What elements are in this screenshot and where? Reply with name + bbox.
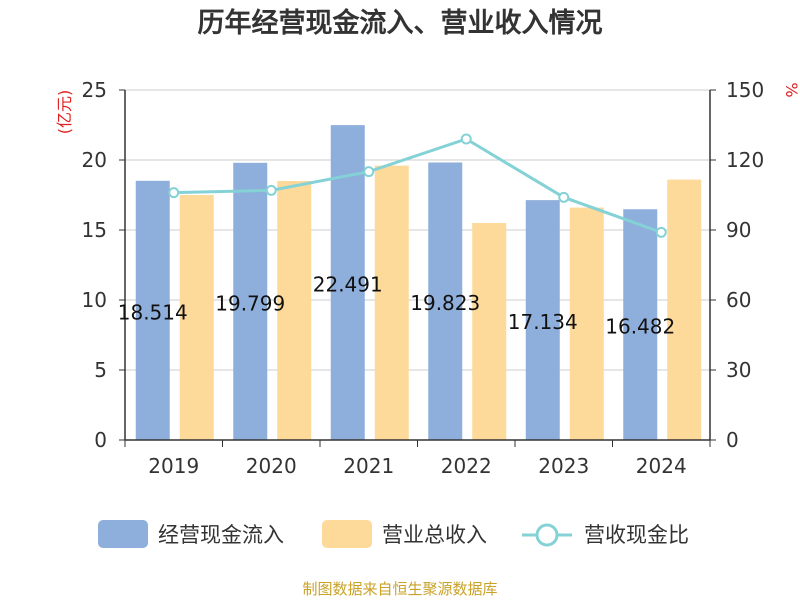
right-tick-label: 120 — [726, 148, 764, 172]
x-tick-label: 2022 — [441, 454, 492, 478]
right-tick-label: 60 — [726, 288, 751, 312]
bar-cash-inflow — [428, 162, 463, 440]
data-label-cash-inflow: 16.482 — [605, 315, 675, 339]
right-tick-label: 30 — [726, 358, 751, 382]
left-tick-label: 10 — [82, 288, 107, 312]
x-tick-label: 2020 — [246, 454, 297, 478]
ratio-point — [168, 187, 180, 199]
right-tick-label: 150 — [726, 78, 764, 102]
ratio-point — [363, 166, 375, 178]
ratio-line — [168, 133, 667, 238]
ratio-point — [265, 184, 277, 196]
right-axis-unit: % — [782, 82, 800, 97]
legend-marker-ratio — [535, 523, 559, 547]
bar-cash-inflow — [623, 209, 658, 440]
left-tick-label: 25 — [82, 78, 107, 102]
data-label-cash-inflow: 17.134 — [508, 310, 578, 334]
legend-label-revenue: 营业总收入 — [382, 523, 487, 547]
bar-cash-inflow — [135, 180, 170, 440]
bar-revenue — [374, 165, 409, 440]
data-labels: 18.514 19.799 22.491 19.823 17.134 16.482 — [118, 273, 675, 339]
bars — [135, 125, 702, 440]
x-tick-label: 2024 — [636, 454, 687, 478]
ratio-point — [460, 133, 472, 145]
legend-swatch-cash-inflow — [98, 520, 148, 548]
legend-label-cash-inflow: 经营现金流入 — [158, 523, 284, 547]
right-tick-label: 90 — [726, 218, 751, 242]
left-tick-label: 0 — [94, 428, 107, 452]
x-tick-label: 2021 — [343, 454, 394, 478]
chart-title: 历年经营现金流入、营业收入情况 — [198, 7, 603, 39]
axes: 0 5 10 15 20 25 0 30 60 90 120 150 2019 2020 2021 2022 2… — [82, 78, 765, 478]
bar-revenue — [179, 195, 214, 440]
gridlines — [125, 89, 710, 371]
data-label-cash-inflow: 19.799 — [215, 291, 285, 315]
data-label-cash-inflow: 22.491 — [313, 273, 383, 297]
bar-cash-inflow — [525, 200, 560, 440]
ratio-line-path — [173, 137, 662, 234]
bar-revenue — [667, 179, 702, 440]
bar-revenue — [569, 207, 604, 440]
ratio-point — [558, 191, 570, 203]
x-tick-label: 2019 — [148, 454, 199, 478]
bar-revenue — [472, 223, 507, 440]
legend: 经营现金流入 营业总收入 营收现金比 — [98, 520, 689, 548]
bar-cash-inflow — [233, 162, 268, 440]
data-label-cash-inflow: 19.823 — [410, 291, 480, 315]
left-tick-label: 5 — [94, 358, 107, 382]
left-axis-unit: (亿元) — [55, 90, 74, 135]
right-tick-label: 0 — [726, 428, 739, 452]
x-tick-label: 2023 — [538, 454, 589, 478]
legend-label-ratio: 营收现金比 — [584, 523, 689, 547]
bar-revenue — [277, 181, 312, 440]
source-note: 制图数据来自恒生聚源数据库 — [302, 580, 497, 598]
ratio-point — [655, 226, 667, 238]
legend-swatch-revenue — [322, 520, 372, 548]
data-label-cash-inflow: 18.514 — [118, 300, 188, 324]
left-tick-label: 15 — [82, 218, 107, 242]
left-tick-label: 20 — [82, 148, 107, 172]
